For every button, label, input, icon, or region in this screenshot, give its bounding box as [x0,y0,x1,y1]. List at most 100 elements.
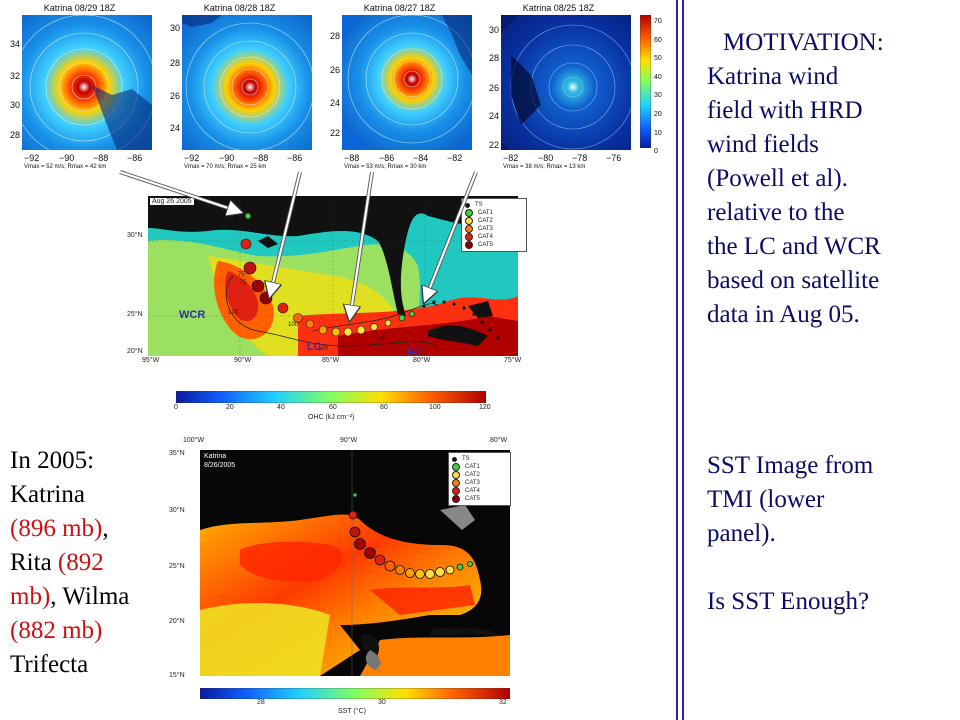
sst-storm-name: Katrina [204,453,227,460]
pressure-rita-unit: mb) [10,583,51,610]
sst-lat-tick: 35°N [169,450,185,457]
wind-map [342,15,472,150]
legend-dot [465,233,473,241]
legend-dot [452,471,460,479]
colorbar-tick: 40 [654,73,662,81]
x-tick: −88 [253,153,269,163]
ohc-lon-tick: 85°W [322,357,340,364]
legend-label: CAT3 [465,480,480,486]
colorbar-tick: 50 [654,55,662,63]
colorbar-tick: 30 [654,92,662,100]
text-line: (Powell et al). [707,165,848,192]
y-tick: 30 [488,25,499,35]
contour-label: 100 [318,346,329,352]
panel-title: Katrina 08/29 18Z [43,3,116,13]
text-line: relative to the [707,199,845,226]
text-line: TMI (lower [707,486,825,513]
y-tick: 26 [488,83,499,93]
legend-dot [452,463,460,471]
legend-dot [452,456,457,462]
y-tick: 26 [169,91,180,101]
text-line: the LC and WCR [707,233,881,260]
legend-dot [465,241,473,249]
text-line: panel). [707,520,776,547]
legend-dot [452,487,460,495]
sst-lon-tick: 100°W [183,437,205,444]
ohc-colorbar-tick: 20 [226,404,234,411]
x-tick: −90 [59,153,75,163]
colorbar-tick: 20 [654,110,662,118]
ohc-colorbar-tick: 80 [380,404,388,411]
legend-label: TS [475,202,483,208]
legend-label: CAT5 [465,496,480,502]
contour-label: 75 [240,280,247,286]
motivation-text: MOTIVATION: Katrina wind field with HRD … [707,26,947,332]
colorbar-tick: 70 [654,18,662,25]
x-tick: −78 [572,153,588,163]
sst-text: SST Image from TMI (lower panel). Is SST… [707,449,947,619]
panel-title: Katrina 08/25 18Z [522,3,595,13]
contour-label: 75 [238,272,245,278]
ohc-lat-tick: 30°N [127,232,143,239]
ohc-colorbar-tick: 120 [479,404,491,411]
text-fragment: , Wilma [50,583,130,610]
text-line: Trifecta [10,651,89,678]
x-tick: −86 [287,153,303,163]
legend-dot [465,209,473,217]
label-wcr: WCR [179,309,206,321]
ohc-colorbar-tick: 40 [277,404,285,411]
x-tick: −86 [127,153,143,163]
ohc-map: Aug 26 2005 WCR LC FC 75 120 100 100 120… [148,196,518,359]
text-fragment: , [102,515,109,542]
ohc-lon-tick: 95°W [142,357,160,364]
x-tick: −88 [344,153,360,163]
spacer [707,551,947,585]
category-legend-top: TS CAT1 CAT2 CAT3 CAT4 CAT5 [461,198,527,252]
y-tick: 28 [169,58,180,68]
legend-label: CAT4 [465,488,480,494]
sst-storm-label: Katrina 8/26/2005 [204,452,235,470]
text-line: SST Image from [707,452,874,479]
y-tick: 26 [329,65,340,75]
wind-map [501,15,631,150]
sst-colorbar-tick: 30 [378,699,386,706]
y-tick: 24 [488,111,499,121]
panel-caption: Vmax = 52 m/s; Rmax = 42 km [24,164,107,170]
legend-dot [465,202,470,208]
text-line: (896 mb), [10,512,170,546]
text-line: In 2005: [10,447,95,474]
question-line: Is SST Enough? [707,588,870,615]
wind-panel-3: Katrina 08/27 18Z 28 26 24 22 −88 −86 −8… [322,3,477,173]
y-tick: 28 [329,31,340,41]
legend-label: TS [462,456,470,462]
contour-label: 100 [288,322,299,328]
ohc-lon-tick: 75°W [504,357,522,364]
x-tick: −84 [413,153,429,163]
ohc-colorbar [175,390,487,404]
x-tick: −92 [184,153,200,163]
colorbar-tick: 10 [654,129,662,137]
x-tick: −88 [93,153,109,163]
wind-panel-2: Katrina 08/28 18Z 30 28 26 24 −92 −90 −8… [162,3,317,173]
y-tick: 34 [9,39,20,49]
text-fragment: Rita [10,549,58,576]
panel-caption: Vmax = 53 m/s; Rmax = 30 km [344,164,427,170]
panel-caption: Vmax = 38 m/s; Rmax = 13 km [503,164,586,170]
x-tick: −82 [503,153,519,163]
x-tick: −82 [447,153,463,163]
panel-title: Katrina 08/28 18Z [203,3,276,13]
pressure-rita: (892 [57,549,104,576]
legend-label: CAT4 [478,234,493,240]
panel-caption: Vmax = 70 m/s; Rmax = 25 km [184,164,267,170]
y-tick: 24 [169,123,180,133]
category-legend-bottom: TS CAT1 CAT2 CAT3 CAT4 CAT5 [448,452,511,506]
y-tick: 30 [169,23,180,33]
x-tick: −76 [606,153,622,163]
pressure-katrina: (896 mb) [10,515,103,542]
legend-dot [465,225,473,233]
x-tick: −92 [24,153,40,163]
text-line: wind fields [707,131,819,158]
legend-label: CAT2 [478,218,493,224]
ohc-date: Aug 26 2005 [150,198,194,205]
pressure-wilma: (882 mb) [10,617,103,644]
